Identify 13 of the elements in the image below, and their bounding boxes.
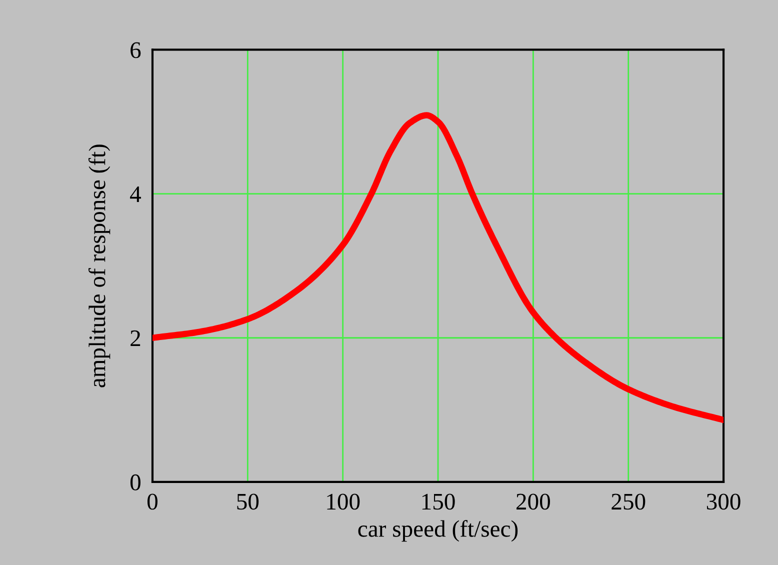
x-tick-label: 200 <box>516 494 550 510</box>
y-axis-title: amplitude of response (ft) <box>88 144 110 388</box>
x-tick-label: 0 <box>147 494 158 510</box>
x-axis-title: car speed (ft/sec) <box>358 520 518 542</box>
y-tick-label: 6 <box>130 42 141 58</box>
x-tick-label: 250 <box>612 494 646 510</box>
x-tick-label: 150 <box>422 494 455 510</box>
x-tick-label: 300 <box>706 494 740 510</box>
y-tick-label: 2 <box>130 330 140 346</box>
x-tick-label: 50 <box>237 494 259 510</box>
y-tick-label: 0 <box>130 474 140 490</box>
y-tick-label: 4 <box>130 186 142 202</box>
x-tick-label: 100 <box>327 494 360 510</box>
